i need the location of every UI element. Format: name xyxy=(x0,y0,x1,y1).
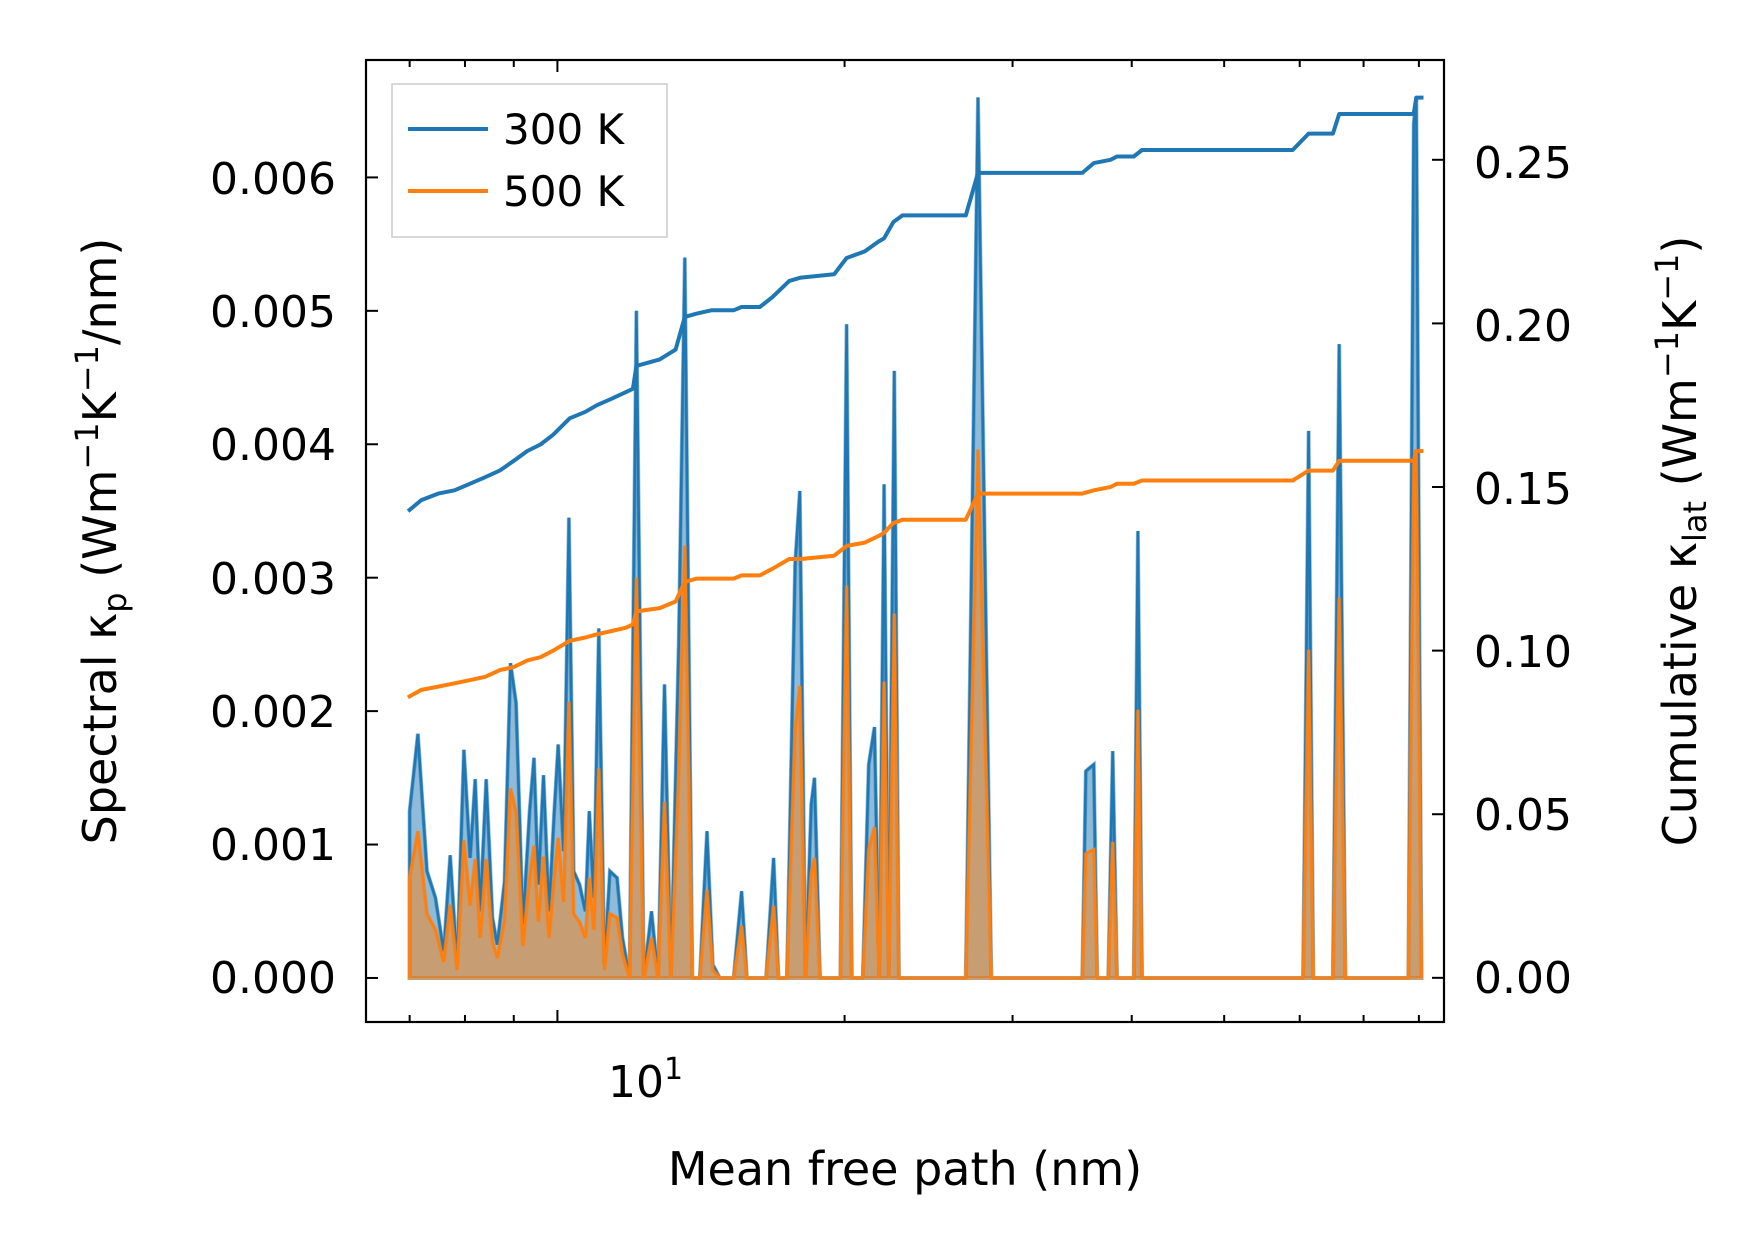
cumulative-line-500k xyxy=(406,449,1424,700)
x-tick-label: 101 xyxy=(608,1052,683,1108)
y2-tick-labels: 0.00 0.05 0.10 0.15 0.20 0.25 xyxy=(1474,138,1572,1004)
y2-tick-label: 0.10 xyxy=(1474,627,1572,678)
y-tick-label: 0.005 xyxy=(210,287,336,338)
legend: 300 K 500 K xyxy=(391,83,668,238)
y2-tick-label: 0.00 xyxy=(1474,953,1572,1004)
y-tick-labels: 0.000 0.001 0.002 0.003 0.004 0.005 0.00… xyxy=(210,154,336,1004)
spectral-line-500k xyxy=(408,449,1423,980)
y-tick-label: 0.006 xyxy=(210,154,336,205)
y-tick-label: 0.001 xyxy=(210,820,336,871)
y-tick-label: 0.004 xyxy=(210,420,336,471)
cumulative-line-300k xyxy=(406,95,1424,513)
axis-ticks xyxy=(366,60,1444,1022)
legend-label-500k: 500 K xyxy=(503,167,626,216)
y2-tick-label: 0.25 xyxy=(1474,138,1572,189)
spectral-fills xyxy=(407,97,1424,980)
y-tick-label: 0.003 xyxy=(210,554,336,605)
legend-label-300k: 300 K xyxy=(503,105,626,154)
spectral-line-300k xyxy=(408,97,1423,980)
series-lines xyxy=(406,95,1424,700)
y-tick-label: 0.000 xyxy=(210,953,336,1004)
y-axis-label: Spectral κp (Wm−1K−1/nm) xyxy=(68,238,134,845)
y2-axis-label: Cumulative κlat (Wm−1K−1) xyxy=(1648,236,1714,847)
y2-tick-label: 0.15 xyxy=(1474,464,1572,515)
y2-tick-label: 0.05 xyxy=(1474,790,1572,841)
y-tick-label: 0.002 xyxy=(210,687,336,738)
y2-tick-label: 0.20 xyxy=(1474,301,1572,352)
plot-frame xyxy=(364,58,1446,1024)
legend-frame xyxy=(391,83,668,238)
x-axis-label: Mean free path (nm) xyxy=(668,1142,1142,1196)
